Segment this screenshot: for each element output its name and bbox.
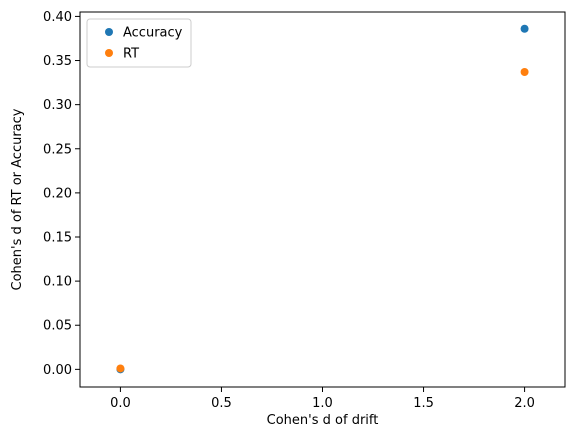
y-tick-label: 0.40	[43, 10, 72, 25]
legend-marker-rt	[105, 49, 113, 57]
legend-box	[86, 18, 192, 68]
y-tick-label: 0.30	[43, 98, 72, 113]
y-tick-label: 0.10	[43, 275, 72, 290]
y-tick-label: 0.25	[43, 142, 72, 157]
y-tick-label: 0.15	[43, 231, 72, 246]
x-tick-label: 1.0	[312, 396, 333, 411]
x-axis-ticks: 0.0 0.5 1.0 1.5 2.0	[110, 387, 535, 411]
x-tick-label: 2.0	[514, 396, 535, 411]
y-tick-label: 0.05	[43, 319, 72, 334]
y-axis-label: Cohen's d of RT or Accuracy	[10, 108, 25, 290]
x-tick-label: 0.5	[211, 396, 232, 411]
data-point-rt	[116, 364, 125, 373]
x-axis-label: Cohen's d of drift	[267, 413, 379, 428]
y-axis-ticks: 0.00 0.05 0.10 0.15 0.20 0.25 0.30 0.35 0.40	[43, 10, 80, 378]
data-point-accuracy	[520, 24, 529, 33]
legend-label-accuracy: Accuracy	[123, 26, 183, 41]
legend-label-rt: RT	[123, 47, 139, 62]
y-tick-label: 0.00	[43, 363, 72, 378]
x-tick-label: 1.5	[413, 396, 434, 411]
data-points	[116, 24, 529, 374]
y-tick-label: 0.35	[43, 54, 72, 69]
data-point-rt	[520, 68, 529, 76]
plot-area-frame	[79, 11, 566, 388]
y-tick-label: 0.20	[43, 186, 72, 201]
x-tick-label: 0.0	[110, 396, 131, 411]
legend-marker-accuracy	[105, 28, 113, 36]
legend: Accuracy RT	[86, 18, 192, 68]
